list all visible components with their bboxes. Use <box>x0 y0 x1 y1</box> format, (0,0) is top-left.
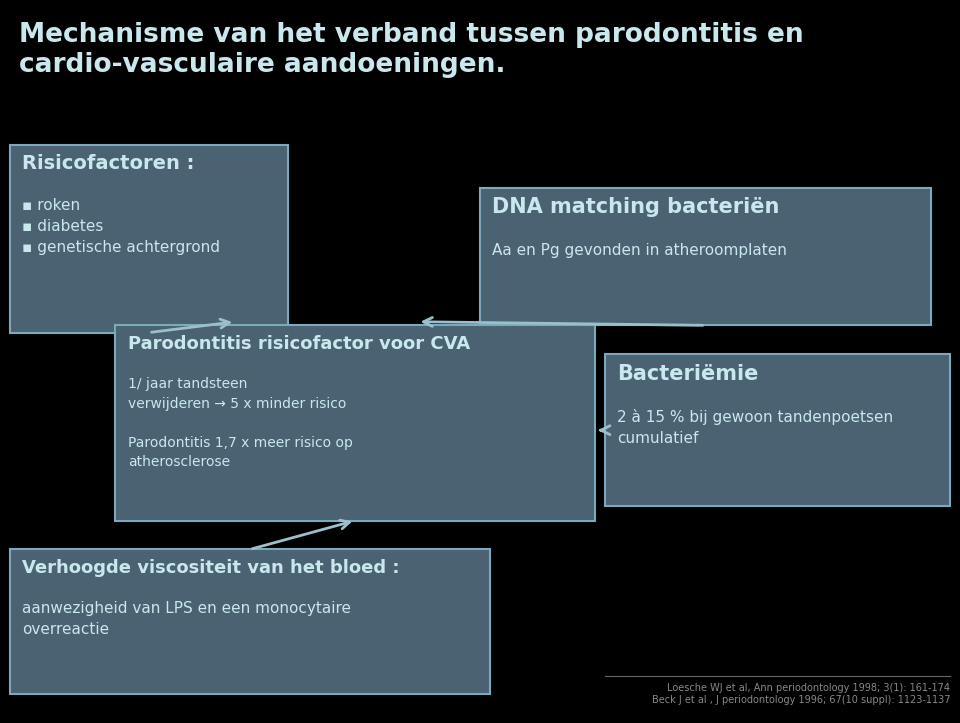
Text: Aa en Pg gevonden in atheroomplaten: Aa en Pg gevonden in atheroomplaten <box>492 243 787 258</box>
FancyBboxPatch shape <box>10 549 490 694</box>
FancyBboxPatch shape <box>480 188 931 325</box>
Text: aanwezigheid van LPS en een monocytaire
overreactie: aanwezigheid van LPS en een monocytaire … <box>22 602 351 637</box>
Text: Bacteriëmie: Bacteriëmie <box>617 364 758 384</box>
Text: Verhoogde viscositeit van het bloed :: Verhoogde viscositeit van het bloed : <box>22 559 399 577</box>
Text: ▪ roken
▪ diabetes
▪ genetische achtergrond: ▪ roken ▪ diabetes ▪ genetische achtergr… <box>22 198 220 255</box>
Text: Loesche WJ et al, Ann periodontology 1998; 3(1): 161-174
Beck J et al , J period: Loesche WJ et al, Ann periodontology 199… <box>652 683 950 705</box>
Text: 2 à 15 % bij gewoon tandenpoetsen
cumulatief: 2 à 15 % bij gewoon tandenpoetsen cumula… <box>617 409 894 446</box>
FancyBboxPatch shape <box>10 145 288 333</box>
Text: DNA matching bacteriën: DNA matching bacteriën <box>492 197 780 218</box>
FancyBboxPatch shape <box>115 325 595 521</box>
Text: Mechanisme van het verband tussen parodontitis en
cardio-vasculaire aandoeningen: Mechanisme van het verband tussen parodo… <box>19 22 804 77</box>
Text: 1/ jaar tandsteen
verwijderen → 5 x minder risico

Parodontitis 1,7 x meer risic: 1/ jaar tandsteen verwijderen → 5 x mind… <box>128 377 352 469</box>
Text: Parodontitis risicofactor voor CVA: Parodontitis risicofactor voor CVA <box>128 335 469 353</box>
FancyBboxPatch shape <box>605 354 950 506</box>
Text: Risicofactoren :: Risicofactoren : <box>22 154 195 173</box>
